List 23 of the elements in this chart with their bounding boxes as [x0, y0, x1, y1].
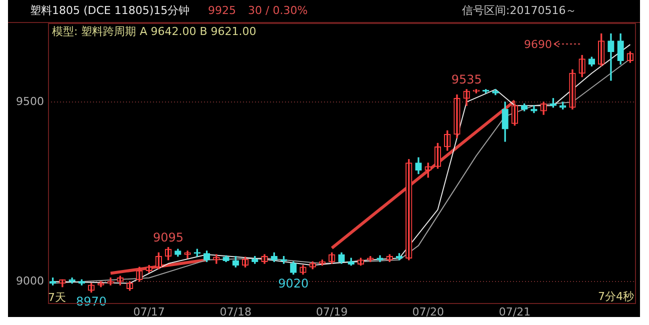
annotation: 9020: [278, 276, 309, 290]
x-tick-label: 07/19: [316, 305, 348, 318]
candlestick: [560, 102, 566, 110]
text: 9925: [208, 4, 236, 17]
text: 30 / 0.30%: [248, 4, 308, 17]
candlestick: [68, 278, 76, 284]
x-tick-label: 07/21: [498, 305, 531, 318]
candlestick: [530, 105, 538, 114]
annotation: 9690: [524, 38, 552, 51]
x-tick-label: 07/18: [220, 305, 252, 318]
x-tick-label: 07/20: [412, 305, 444, 318]
annotation: 9095: [153, 230, 184, 244]
chart-subtitle: 模型: 塑料跨周期 A 9642.00 B 9621.00: [52, 25, 256, 38]
annotation: 7分4秒: [598, 290, 634, 303]
x-tick-label: 07/17: [133, 305, 165, 318]
candlestick: [367, 256, 374, 262]
chart-title: 塑料1805 (DCE 11805)15分钟: [30, 4, 190, 17]
y-tick-label: 9500: [16, 94, 44, 108]
annotation: 7天: [48, 291, 66, 304]
annotation: 9535: [451, 72, 482, 87]
text: 信号区间:20170516～: [462, 4, 577, 17]
y-tick-label: 9000: [16, 274, 44, 288]
candlestick: [376, 255, 384, 262]
